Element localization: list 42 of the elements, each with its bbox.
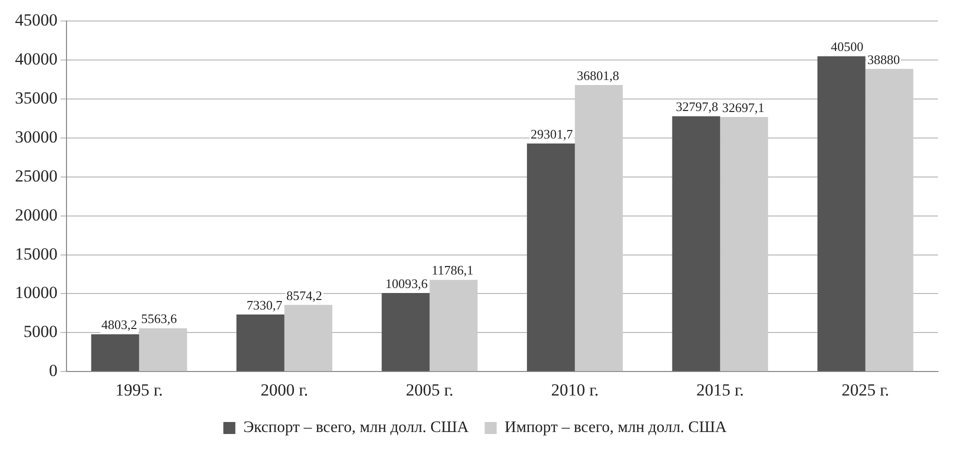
bar	[574, 85, 623, 372]
legend-label: Импорт – всего, млн долл. США	[504, 419, 728, 436]
x-tick-label: 2025 г.	[842, 380, 890, 400]
y-tick-label: 30000	[15, 127, 58, 146]
data-label: 5563,6	[141, 311, 178, 326]
data-label: 36801,8	[576, 68, 620, 83]
data-label: 38880	[867, 52, 900, 67]
data-label: 8574,2	[286, 288, 322, 303]
data-label: 29301,7	[530, 126, 574, 142]
data-label: 11786,1	[432, 262, 474, 278]
bar	[720, 117, 768, 372]
data-label: 7330,7	[246, 297, 283, 312]
legend-label: Экспорт – всего, млн долл. США	[243, 419, 470, 436]
data-label: 10093,6	[385, 276, 428, 291]
data-label: 40500	[830, 39, 864, 54]
bar	[139, 328, 188, 372]
y-tick-label: 10000	[15, 283, 58, 302]
x-tick-label: 2005 г.	[406, 380, 454, 400]
x-tick-label: 1995 г.	[115, 380, 163, 400]
x-tick-label: 2000 г.	[260, 380, 308, 400]
y-tick-label: 0	[49, 361, 58, 380]
data-label: 32697,1	[722, 100, 764, 115]
bar	[236, 314, 284, 372]
bar	[526, 143, 575, 372]
data-label: 32797,8	[676, 99, 718, 114]
bar	[430, 280, 478, 372]
data-label: 4803,2	[101, 317, 138, 332]
y-tick-label: 15000	[15, 244, 58, 264]
bar	[817, 56, 866, 372]
bar	[382, 293, 430, 372]
y-tick-label: 5000	[24, 322, 58, 342]
y-tick-label: 45000	[15, 10, 58, 30]
y-tick-label: 25000	[15, 166, 58, 186]
bar	[865, 68, 914, 372]
y-tick-label: 35000	[15, 88, 58, 108]
bar	[91, 334, 140, 372]
bar	[672, 116, 720, 372]
bar	[284, 304, 332, 372]
x-tick-label: 2010 г.	[551, 380, 599, 400]
x-tick-label: 2015 г.	[696, 380, 744, 400]
y-tick-label: 40000	[15, 50, 58, 69]
y-tick-label: 20000	[15, 205, 58, 224]
